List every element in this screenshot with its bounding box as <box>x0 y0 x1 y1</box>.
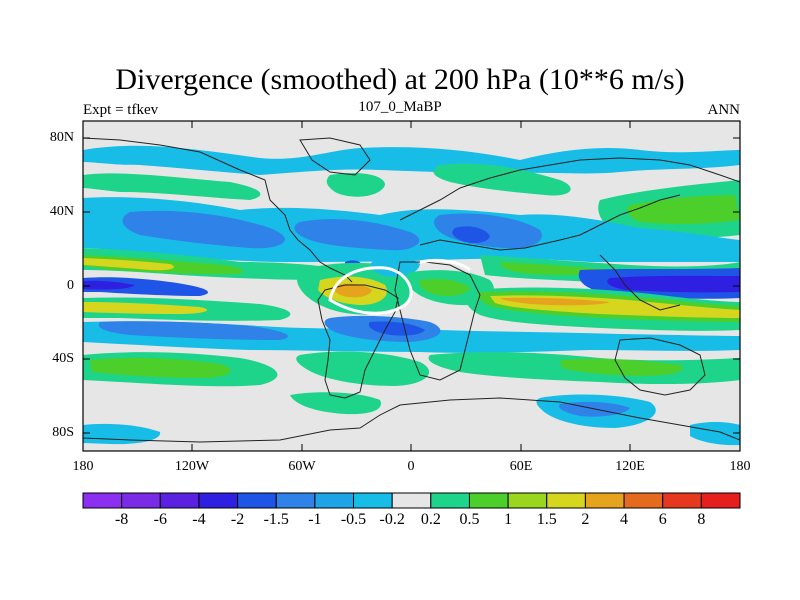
colorbar-label: -8 <box>114 511 129 528</box>
colorbar-swatch <box>82 492 123 509</box>
colorbar-label: -0.5 <box>340 511 367 528</box>
lightgreen-region <box>90 357 231 378</box>
colorbar-label: 2 <box>581 511 590 528</box>
colorbar-label: -2 <box>230 511 245 528</box>
colorbar-label: -4 <box>192 511 206 528</box>
colorbar-swatch <box>121 492 161 509</box>
colorbar-swatch <box>700 492 741 509</box>
lat-label-0: 0 <box>67 278 74 293</box>
lightgreen-region <box>560 358 683 376</box>
zero-contours <box>328 258 471 315</box>
colorbar-label: 0.2 <box>420 511 441 528</box>
colorbar-swatch <box>353 492 393 509</box>
mid-blue-region <box>294 219 420 251</box>
lon-label-180e: 180 <box>729 459 751 474</box>
colorbar-label: -1 <box>308 511 322 528</box>
axis-ticks <box>83 121 740 451</box>
lon-label-60e: 60E <box>509 459 533 474</box>
lon-label-60w: 60W <box>288 459 316 474</box>
colorbar-swatch <box>237 492 277 509</box>
coastlines <box>83 137 740 443</box>
green-region <box>433 163 571 196</box>
green-region <box>83 173 261 200</box>
colorbar-label: -6 <box>153 511 167 528</box>
colorbar-swatch <box>662 492 702 509</box>
colorbar-label: 4 <box>620 511 629 528</box>
period-label: 107_0_MaBP <box>358 99 442 115</box>
green-region <box>326 173 385 197</box>
colorbar-swatch <box>584 492 625 509</box>
yellow-region <box>83 302 208 314</box>
experiment-label: Expt = tfkev <box>83 102 159 118</box>
colorbar-label: 1.5 <box>536 511 557 528</box>
lat-label-40n: 40N <box>49 204 74 219</box>
lat-label-40s: 40S <box>52 351 74 366</box>
contour-fields <box>83 145 740 446</box>
colorbar-swatch <box>391 492 432 509</box>
plot-title: Divergence (smoothed) at 200 hPa (10**6 … <box>115 63 685 96</box>
lat-label-80s: 80S <box>52 425 74 440</box>
blue-region <box>83 145 740 175</box>
lon-label-0: 0 <box>407 459 415 474</box>
green-region <box>290 392 381 415</box>
colorbar-swatch <box>430 492 470 509</box>
lightgreen-region <box>419 278 470 296</box>
dark-blue-region <box>83 277 209 296</box>
colorbar-label: -1.5 <box>263 511 289 528</box>
colorbar-label: -0.2 <box>379 511 405 528</box>
blue-region <box>690 421 740 446</box>
colorbar-label: 1 <box>504 511 513 528</box>
colorbar-swatch <box>507 492 548 509</box>
yellow-region <box>83 258 174 271</box>
lat-label-80n: 80N <box>49 130 74 145</box>
colorbar-label: 6 <box>658 511 667 528</box>
colorbar-swatch <box>159 492 200 509</box>
colorbar <box>82 492 741 509</box>
colorbar-label: 0.5 <box>459 511 480 528</box>
lon-label-180w: 180 <box>72 459 94 474</box>
colorbar-swatch <box>275 492 316 509</box>
mid-blue-region <box>122 210 285 249</box>
mid-blue-region <box>98 321 289 340</box>
dark-blue-region <box>368 321 425 336</box>
colorbar-swatch <box>546 492 586 509</box>
green-region <box>296 351 430 386</box>
colorbar-swatch <box>468 492 509 509</box>
deep-blue-region <box>607 275 740 293</box>
lon-label-120w: 120W <box>174 459 210 474</box>
colorbar-swatch <box>198 492 239 509</box>
orange-region <box>333 283 372 298</box>
lon-label-120e: 120E <box>615 459 645 474</box>
deep-blue-region <box>83 280 135 290</box>
season-label: ANN <box>707 102 741 118</box>
orange-region <box>500 297 610 306</box>
colorbar-label: 8 <box>697 511 706 528</box>
colorbar-swatch <box>623 492 664 509</box>
dark-blue-region <box>452 226 490 244</box>
colorbar-swatch <box>314 492 355 509</box>
